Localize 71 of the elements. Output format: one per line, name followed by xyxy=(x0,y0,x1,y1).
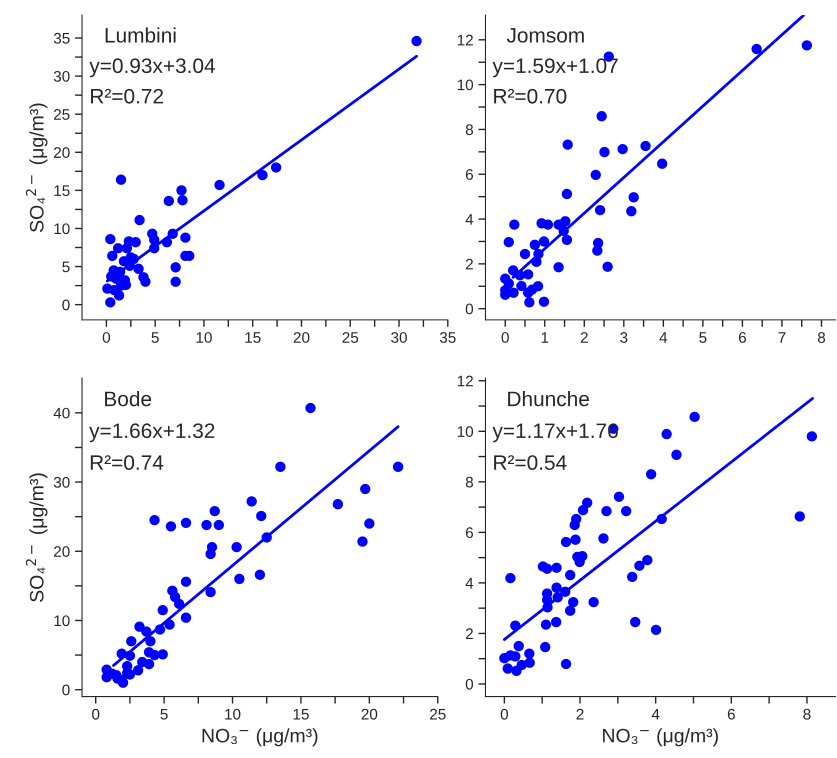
x-tick-label: 35 xyxy=(440,332,456,343)
y-tick-label: 8 xyxy=(466,124,473,136)
annotation: Bode xyxy=(105,390,152,406)
y-tick-label: 6 xyxy=(466,169,473,180)
y-tick-label: 10 xyxy=(54,615,70,626)
y-tick-label: 15 xyxy=(54,185,70,196)
x-tick-label: 7 xyxy=(778,332,786,343)
y-tick-label: 30 xyxy=(54,70,70,82)
annotation: Jomsom xyxy=(506,28,584,43)
x-tick-label: 0 xyxy=(502,332,509,343)
y-tick-label: 0 xyxy=(466,678,474,690)
y-tick-label: 2 xyxy=(466,258,473,270)
annotation: y=1.59x+1.07 xyxy=(492,58,618,78)
y-tick-label: 10 xyxy=(458,426,474,437)
annotation: y=1.17x+1.76 xyxy=(492,423,618,442)
x-tick-label: 25 xyxy=(430,708,446,720)
x-tick-label: 25 xyxy=(342,332,358,343)
y-tick-label: 20 xyxy=(54,147,70,158)
x-tick-label: 6 xyxy=(738,332,746,343)
x-tick-label: 20 xyxy=(294,332,310,343)
y-tick-label: 35 xyxy=(54,32,70,44)
y-tick-label: 0 xyxy=(466,304,474,314)
x-axis-title: NO₃$^{−}$ (μg/m³) xyxy=(202,728,318,746)
annotation: Lumbini xyxy=(106,27,176,43)
y-axis-title: SO₄$^{2−}$ (μg/m³) xyxy=(26,473,48,602)
y-tick-label: 10 xyxy=(54,223,70,234)
y-tick-label: 10 xyxy=(458,79,474,90)
x-tick-label: 20 xyxy=(362,708,378,720)
x-tick-label: 8 xyxy=(803,708,811,720)
x-tick-label: 15 xyxy=(294,708,309,720)
y-tick-label: 5 xyxy=(62,262,70,272)
x-tick-label: 10 xyxy=(196,332,212,343)
y-tick-label: 12 xyxy=(458,376,473,386)
x-tick-label: 5 xyxy=(152,332,159,343)
x-tick-label: 0 xyxy=(500,708,508,720)
annotation: R²=0.72 xyxy=(91,88,163,104)
x-tick-label: 8 xyxy=(818,332,826,343)
y-tick-label: 4 xyxy=(466,578,474,588)
y-tick-label: 30 xyxy=(54,476,70,488)
x-tick-label: 4 xyxy=(652,708,660,720)
annotation: R²=0.54 xyxy=(494,455,567,470)
y-tick-label: 20 xyxy=(54,546,70,557)
annotation: y=0.93x+3.04 xyxy=(89,58,215,78)
y-tick-label: 25 xyxy=(54,109,70,120)
x-tick-label: 5 xyxy=(699,332,706,343)
y-tick-label: 4 xyxy=(466,214,474,225)
x-tick-label: 2 xyxy=(576,708,584,720)
x-tick-label: 0 xyxy=(92,708,100,720)
annotation: Dhunche xyxy=(508,390,589,406)
x-tick-label: 0 xyxy=(102,332,110,343)
x-tick-label: 15 xyxy=(245,332,261,343)
x-tick-label: 3 xyxy=(620,332,628,343)
x-tick-label: 30 xyxy=(391,332,407,343)
y-tick-label: 0 xyxy=(62,684,70,696)
x-axis-title: NO₃$^{−}$ (μg/m³) xyxy=(603,728,718,746)
x-tick-label: 4 xyxy=(659,332,668,343)
y-axis-title: SO₄$^{2−}$ (μg/m³) xyxy=(26,103,48,232)
annotation: R²=0.70 xyxy=(494,88,566,104)
y-tick-label: 6 xyxy=(466,527,473,538)
y-tick-label: 40 xyxy=(54,408,70,419)
x-tick-label: 1 xyxy=(542,332,548,343)
x-tick-label: 5 xyxy=(160,708,168,720)
annotation: y=1.66x+1.32 xyxy=(89,423,214,442)
x-tick-label: 6 xyxy=(728,708,735,720)
y-tick-label: 2 xyxy=(466,628,473,639)
annotation: R²=0.74 xyxy=(90,455,164,470)
y-tick-label: 8 xyxy=(466,476,473,488)
x-tick-label: 2 xyxy=(580,332,588,343)
x-tick-label: 10 xyxy=(225,708,240,720)
y-tick-label: 0 xyxy=(62,300,70,310)
y-tick-label: 12 xyxy=(458,34,473,46)
